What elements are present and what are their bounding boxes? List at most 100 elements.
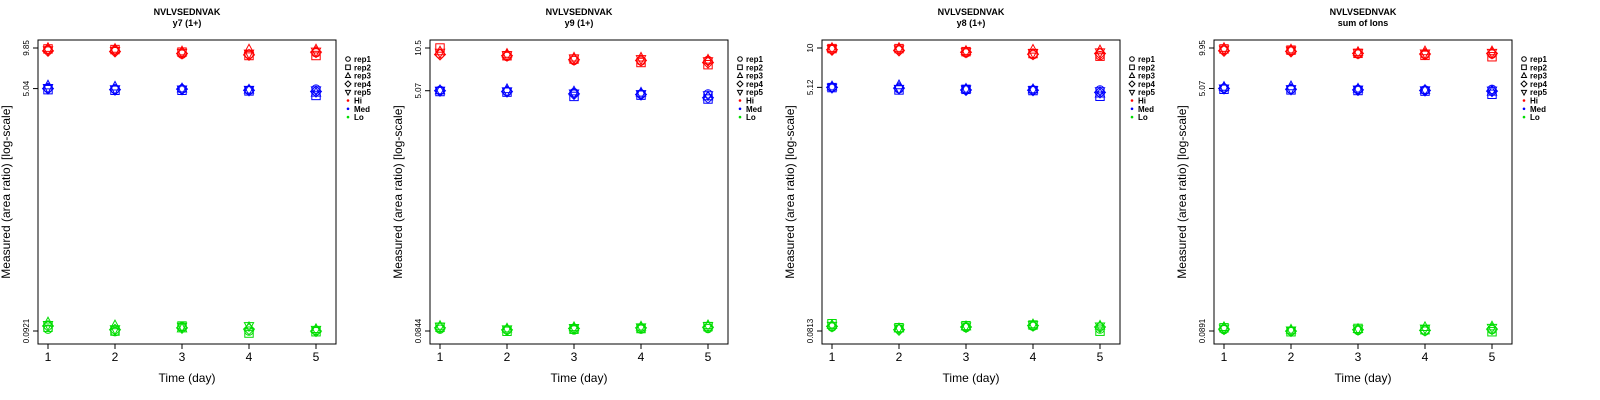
y-axis-label: Measured (area ratio) [log-scale] xyxy=(0,105,13,278)
y-tick-label: 9.95 xyxy=(1198,40,1207,56)
x-tick-label: 5 xyxy=(705,350,712,364)
x-tick-label: 2 xyxy=(896,350,903,364)
legend-marker xyxy=(1128,80,1136,88)
data-point xyxy=(434,322,446,333)
data-point xyxy=(1095,326,1105,336)
y-tick-label: 10.5 xyxy=(414,40,423,56)
y-axis-label: Measured (area ratio) [log-scale] xyxy=(783,105,797,278)
x-tick-label: 3 xyxy=(1355,350,1362,364)
legend-marker xyxy=(1520,80,1528,88)
data-point xyxy=(1352,325,1364,336)
legend-label: rep2 xyxy=(354,63,371,72)
data-point xyxy=(703,59,713,70)
legend-color-dot xyxy=(738,99,742,102)
data-point xyxy=(568,54,580,65)
data-point xyxy=(1027,321,1039,332)
y-tick-label: 0.0891 xyxy=(1198,318,1207,343)
data-point xyxy=(433,48,447,61)
data-point xyxy=(702,322,714,333)
data-point xyxy=(1285,85,1297,96)
data-point xyxy=(1027,318,1039,329)
data-point xyxy=(1094,48,1106,59)
y-tick-label: 0.0813 xyxy=(806,318,815,343)
legend-label: Lo xyxy=(746,113,756,122)
x-tick-label: 5 xyxy=(1489,350,1496,364)
y-tick-label: 5.07 xyxy=(1198,80,1207,96)
data-point xyxy=(960,48,972,59)
data-point xyxy=(960,44,972,55)
data-points xyxy=(41,41,323,338)
y-tick-label: 5.12 xyxy=(806,79,815,95)
x-axis-label: Time (day) xyxy=(943,371,1000,385)
legend-marker xyxy=(1521,56,1527,62)
plot-frame xyxy=(429,39,729,345)
data-point xyxy=(1352,82,1364,93)
data-point xyxy=(635,320,647,331)
y-tick-label: 0.0921 xyxy=(22,318,31,343)
data-point xyxy=(634,54,648,67)
chart-title: NVLVSEDNVAK xyxy=(546,7,613,17)
data-point xyxy=(1352,322,1364,333)
data-point xyxy=(1027,86,1039,97)
chart-subtitle: y9 (1+) xyxy=(565,18,594,28)
data-point xyxy=(960,85,972,96)
legend-marker xyxy=(737,56,743,62)
legend-color-dot xyxy=(1522,99,1526,102)
data-point xyxy=(960,320,972,331)
data-point xyxy=(176,322,188,333)
data-point xyxy=(893,322,905,333)
legend-label: Med xyxy=(1530,105,1546,114)
data-point xyxy=(1095,85,1105,95)
legend-label: rep2 xyxy=(1530,63,1547,72)
x-tick-label: 2 xyxy=(1288,350,1295,364)
data-point xyxy=(310,47,322,58)
data-point xyxy=(1419,86,1431,97)
data-point xyxy=(42,84,54,95)
data-point xyxy=(242,322,256,336)
legend-marker xyxy=(736,71,744,78)
legend-label: rep5 xyxy=(354,88,371,97)
data-point xyxy=(702,57,714,68)
legend-label: rep2 xyxy=(1138,63,1155,72)
y-tick-label: 9.85 xyxy=(22,40,31,56)
data-point xyxy=(109,319,121,330)
data-point xyxy=(1094,87,1106,98)
legend-color-dot xyxy=(738,107,742,111)
data-point xyxy=(1486,48,1498,60)
data-point xyxy=(569,91,579,102)
data-point xyxy=(635,323,647,334)
data-point xyxy=(1487,327,1497,337)
plot-frame xyxy=(37,39,337,345)
y-tick-label: 10 xyxy=(806,43,815,52)
legend-label: rep1 xyxy=(354,55,371,64)
data-point xyxy=(434,48,446,59)
x-tick-label: 2 xyxy=(504,350,511,364)
x-tick-label: 3 xyxy=(571,350,578,364)
data-point xyxy=(243,322,255,333)
y-tick-label: 5.07 xyxy=(414,82,423,98)
data-point xyxy=(434,45,446,56)
legend-label: rep1 xyxy=(1138,55,1155,64)
legend-marker xyxy=(1520,71,1528,78)
data-point xyxy=(109,325,121,336)
data-point xyxy=(1027,43,1039,54)
chart-title: NVLVSEDNVAK xyxy=(938,7,1005,17)
data-point xyxy=(434,84,446,95)
legend-marker xyxy=(1128,89,1136,97)
legend-marker xyxy=(344,71,352,78)
data-point xyxy=(176,85,188,96)
data-point xyxy=(1094,319,1106,330)
y-axis-label: Measured (area ratio) [log-scale] xyxy=(391,105,405,278)
x-axis-label: Time (day) xyxy=(1335,371,1392,385)
data-point xyxy=(1027,49,1039,60)
legend-label: Hi xyxy=(746,97,754,106)
legend-label: rep5 xyxy=(1138,88,1155,97)
legend-marker xyxy=(1521,64,1527,71)
legend-color-dot xyxy=(1522,107,1526,111)
legend-color-dot xyxy=(346,115,350,119)
data-point xyxy=(826,83,838,94)
plot-frame xyxy=(821,39,1121,345)
data-point xyxy=(568,324,580,335)
data-point xyxy=(826,80,838,91)
